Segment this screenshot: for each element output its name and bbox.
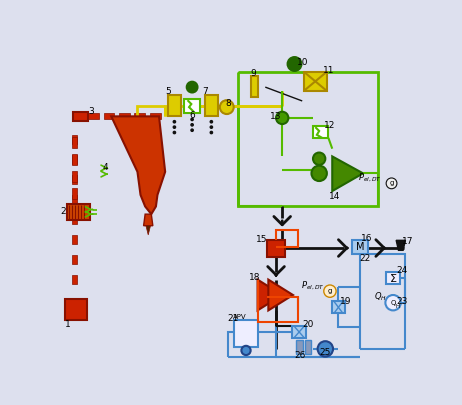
Polygon shape (268, 279, 293, 310)
Bar (267, 240, 286, 256)
Circle shape (386, 178, 397, 189)
Text: 24: 24 (396, 266, 407, 275)
Polygon shape (396, 240, 406, 250)
Bar (292, 326, 306, 338)
Bar (168, 95, 181, 116)
Circle shape (210, 126, 213, 128)
Bar (72, 195, 77, 204)
Text: 12: 12 (324, 121, 335, 130)
Text: 10: 10 (297, 58, 308, 67)
Bar (251, 76, 258, 97)
Bar (72, 175, 77, 184)
Circle shape (220, 100, 234, 114)
Circle shape (318, 341, 333, 356)
Bar (119, 113, 130, 119)
Bar (72, 215, 77, 224)
Polygon shape (332, 156, 363, 191)
Circle shape (276, 112, 288, 124)
Text: 19: 19 (340, 296, 352, 306)
Text: 20: 20 (302, 320, 313, 329)
Bar (205, 95, 218, 116)
Bar (72, 275, 77, 284)
Bar (296, 340, 303, 354)
Polygon shape (111, 116, 165, 214)
Text: 14: 14 (329, 192, 340, 201)
Text: $P_{el,DT}$: $P_{el,DT}$ (301, 279, 325, 292)
Text: $\Sigma$: $\Sigma$ (389, 272, 397, 284)
Bar (103, 113, 115, 119)
Text: 7: 7 (202, 87, 208, 96)
Circle shape (173, 126, 176, 128)
Bar (184, 99, 200, 113)
Bar (352, 240, 369, 254)
Text: $Q_H$: $Q_H$ (374, 290, 387, 303)
Text: 3: 3 (88, 107, 94, 116)
Text: 26: 26 (294, 351, 305, 360)
Bar (72, 155, 77, 164)
Bar (150, 113, 161, 119)
Polygon shape (146, 226, 151, 235)
Text: 11: 11 (322, 66, 334, 75)
Text: 5: 5 (165, 87, 171, 96)
Text: 18: 18 (249, 273, 260, 282)
Text: $P_{el,DT}$: $P_{el,DT}$ (358, 172, 382, 184)
Bar (65, 299, 87, 320)
Bar (72, 154, 77, 165)
Text: g: g (389, 180, 394, 186)
Text: 22: 22 (359, 254, 370, 262)
Bar (72, 188, 77, 199)
Circle shape (313, 153, 325, 165)
Text: 21: 21 (227, 313, 238, 323)
Bar (72, 135, 77, 144)
Text: Q: Q (390, 300, 396, 306)
Bar (88, 113, 99, 119)
Circle shape (385, 295, 401, 310)
Bar (67, 204, 90, 220)
Text: 6: 6 (189, 111, 195, 120)
Text: 16: 16 (361, 234, 373, 243)
Circle shape (191, 129, 193, 131)
Bar (72, 171, 77, 182)
Text: 2: 2 (60, 207, 66, 216)
Bar (72, 137, 77, 148)
Bar (313, 126, 328, 138)
Circle shape (241, 346, 251, 355)
Bar (73, 112, 88, 121)
Text: g: g (328, 288, 332, 294)
Circle shape (187, 82, 198, 92)
Text: 15: 15 (256, 235, 268, 244)
Circle shape (173, 121, 176, 123)
Circle shape (287, 57, 301, 71)
Bar (72, 255, 77, 264)
Text: 9: 9 (250, 69, 256, 78)
Circle shape (210, 121, 213, 123)
Circle shape (324, 285, 336, 297)
Text: 4: 4 (102, 164, 108, 173)
Text: 25: 25 (320, 348, 331, 357)
Bar (332, 301, 345, 313)
Polygon shape (144, 214, 153, 226)
Text: M: M (356, 242, 364, 252)
Circle shape (173, 131, 176, 134)
Text: APV: APV (233, 313, 247, 320)
Bar (134, 113, 145, 119)
Polygon shape (258, 279, 282, 310)
Circle shape (210, 131, 213, 134)
Circle shape (191, 118, 193, 121)
Circle shape (191, 124, 193, 126)
Text: H: H (395, 304, 400, 309)
Text: 13: 13 (270, 112, 282, 121)
Text: 17: 17 (402, 237, 413, 245)
Bar (235, 320, 258, 347)
Bar (386, 272, 400, 284)
Text: 1: 1 (65, 320, 71, 329)
Bar (304, 340, 311, 354)
Text: 23: 23 (397, 296, 408, 306)
Circle shape (311, 166, 327, 181)
Bar (72, 235, 77, 244)
Text: 8: 8 (225, 99, 231, 108)
Bar (304, 72, 327, 91)
